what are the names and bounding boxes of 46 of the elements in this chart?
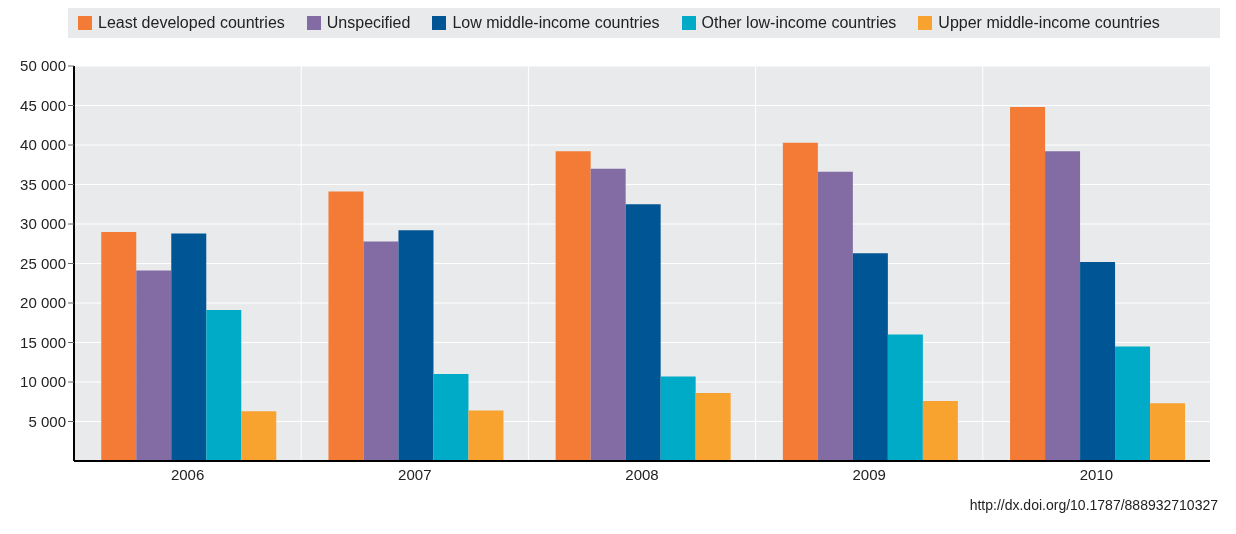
bar	[433, 374, 469, 461]
y-tick-label: 5 000	[28, 412, 66, 430]
bar	[852, 253, 888, 461]
bar	[1045, 151, 1081, 461]
bar	[817, 171, 853, 461]
y-tick-label: 10 000	[20, 373, 66, 391]
x-tick-label: 2010	[1079, 465, 1114, 483]
y-tick-label: 35 000	[20, 175, 66, 193]
y-tick-label: 15 000	[20, 333, 66, 351]
bar	[101, 231, 137, 461]
bar	[1080, 261, 1116, 461]
x-tick-label: 2006	[170, 465, 205, 483]
x-tick-label: 2008	[625, 465, 659, 483]
x-tick-label: 2007	[398, 465, 432, 483]
bar	[660, 376, 696, 461]
bar	[136, 270, 172, 461]
legend-label: Unspecified	[326, 14, 411, 32]
bar	[555, 151, 591, 461]
y-tick-label: 45 000	[20, 96, 66, 114]
legend-label: Low middle-income countries	[452, 14, 660, 32]
y-tick-label: 50 000	[20, 57, 66, 75]
bar	[1115, 346, 1151, 461]
bar	[206, 310, 242, 461]
bar	[171, 233, 207, 461]
bar	[328, 191, 364, 461]
bar	[922, 400, 958, 461]
bar	[695, 393, 731, 461]
bar	[241, 411, 277, 461]
bar	[625, 204, 661, 461]
y-tick-label: 25 000	[20, 254, 66, 272]
legend-label: Least developed countries	[98, 14, 285, 32]
legend-label: Upper middle-income countries	[938, 14, 1160, 32]
bar	[1150, 403, 1186, 461]
bar	[887, 334, 923, 461]
bar	[590, 168, 626, 461]
x-tick-label: 2009	[852, 465, 886, 483]
text: http://dx.doi.org/10.1787/888932710327	[968, 496, 1219, 514]
bar	[782, 142, 818, 461]
y-tick-label: 40 000	[20, 136, 66, 154]
bar	[363, 241, 399, 461]
bar	[398, 230, 434, 461]
bar	[468, 410, 504, 461]
legend-label: Other low-income countries	[701, 14, 897, 32]
y-tick-label: 20 000	[20, 294, 66, 312]
y-tick-label: 30 000	[20, 215, 66, 233]
bar	[1010, 107, 1046, 461]
